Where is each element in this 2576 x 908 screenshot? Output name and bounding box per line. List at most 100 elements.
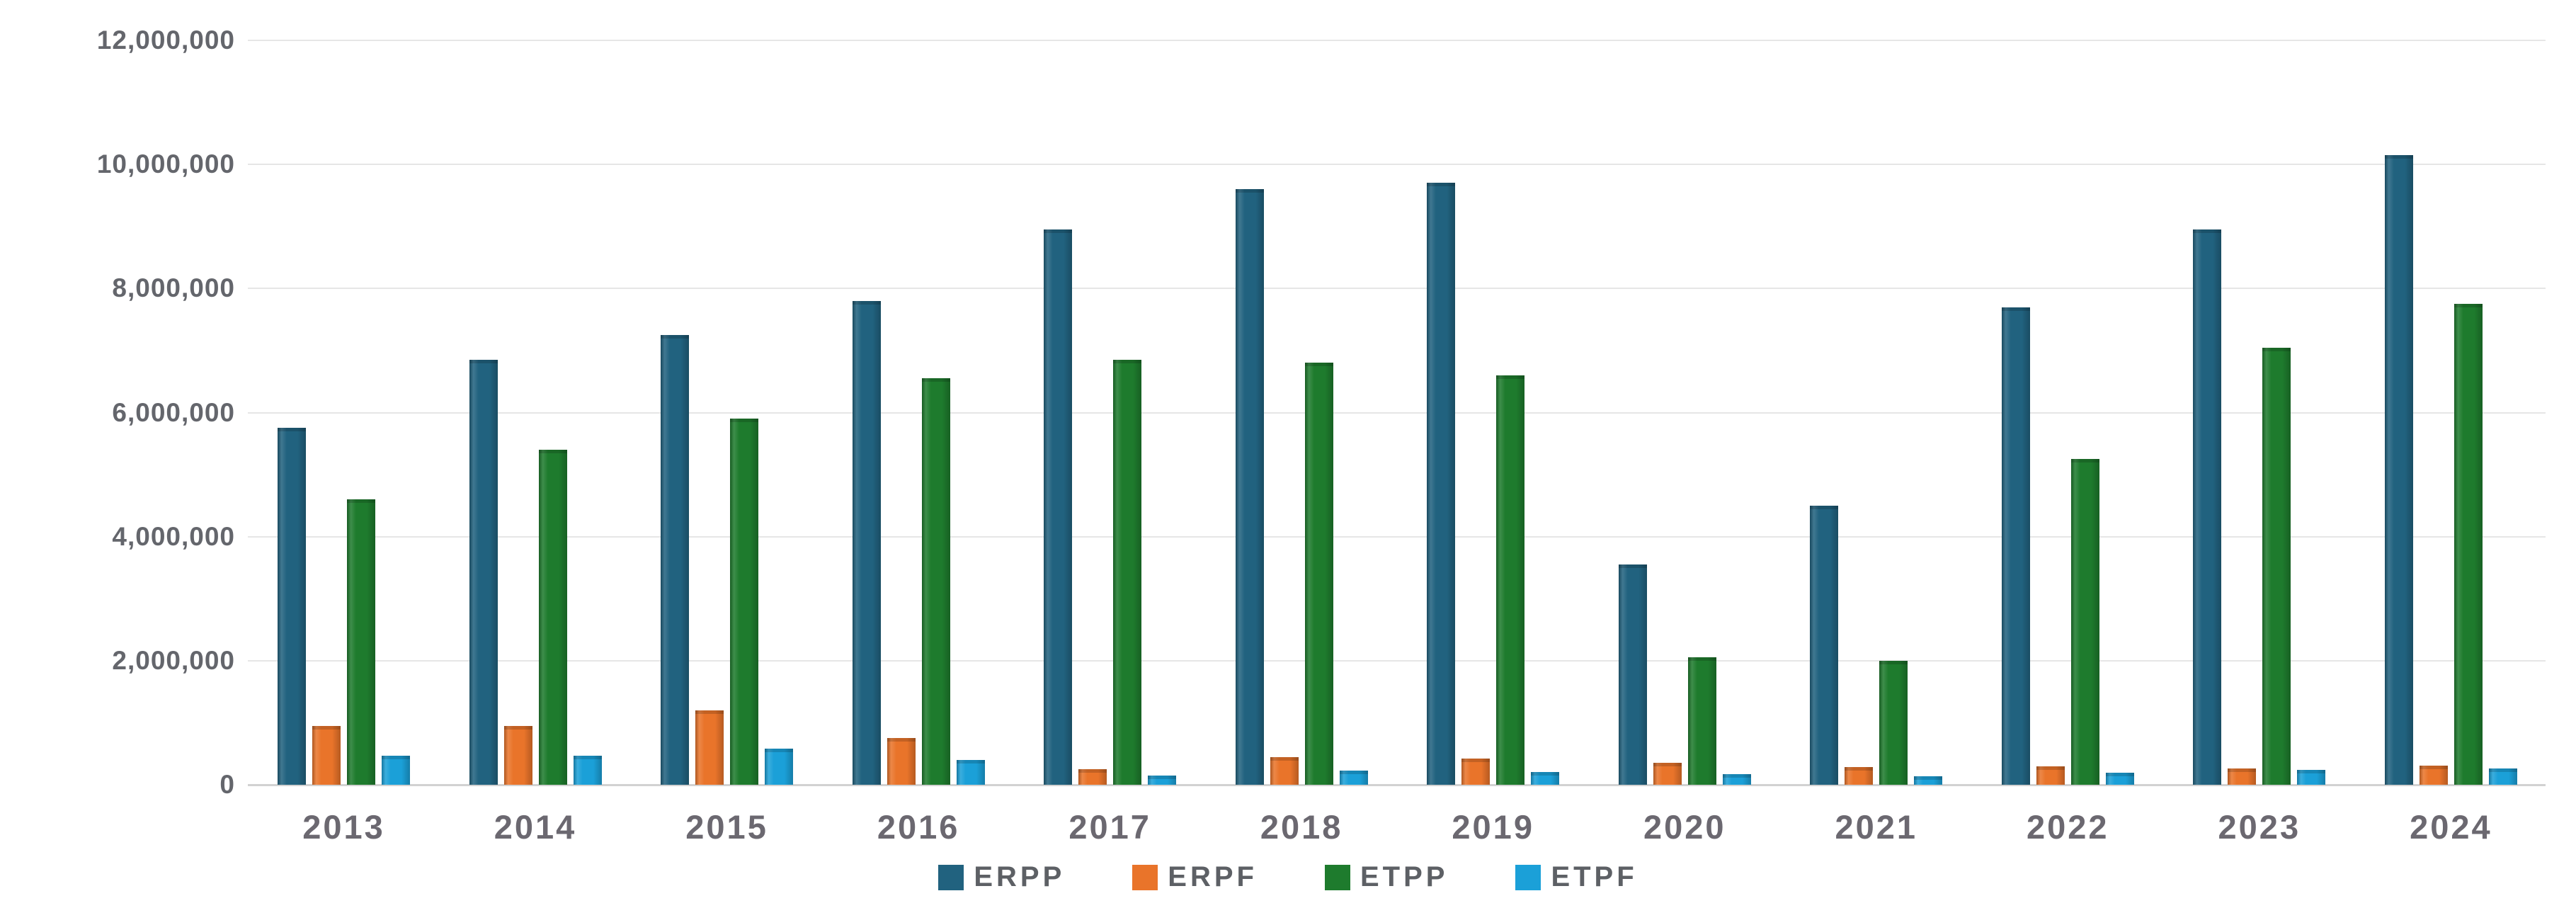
y-tick-label: 8,000,000	[112, 273, 235, 303]
bar-erpp-2015[interactable]	[661, 335, 690, 785]
bar-erpp-2018[interactable]	[1235, 189, 1264, 785]
y-tick-label: 4,000,000	[112, 521, 235, 551]
legend-item-erpf[interactable]: ERPF	[1132, 861, 1258, 893]
bar-etpp-2024[interactable]	[2454, 304, 2483, 785]
bar-etpp-2015[interactable]	[730, 419, 759, 785]
legend-item-etpp[interactable]: ETPP	[1324, 861, 1449, 893]
bar-group-2020: 2020	[1618, 40, 1751, 846]
y-tick-label: 6,000,000	[112, 397, 235, 427]
x-axis-label-2020: 2020	[1643, 808, 1726, 846]
y-tick-label: 0	[220, 770, 235, 799]
bar-etpp-2022[interactable]	[2070, 459, 2099, 785]
bar-group-2017: 2017	[1044, 40, 1177, 846]
bar-etpf-2013[interactable]	[382, 756, 410, 785]
x-axis-label-2015: 2015	[685, 808, 768, 846]
bar-erpf-2017[interactable]	[1078, 769, 1107, 785]
x-axis-label-2022: 2022	[2027, 808, 2109, 846]
gridline	[248, 535, 2546, 538]
bar-etpp-2017[interactable]	[1113, 360, 1142, 785]
bar-erpp-2021[interactable]	[1810, 506, 1839, 785]
legend-item-erpp[interactable]: ERPP	[938, 861, 1065, 893]
bar-etpp-2023[interactable]	[2262, 348, 2291, 785]
x-axis-label-2016: 2016	[877, 808, 960, 846]
legend-swatch-erpf-icon	[1132, 864, 1158, 890]
legend-label-etpp: ETPP	[1360, 861, 1449, 892]
bar-group-2023: 2023	[2193, 40, 2326, 846]
bar-erpp-2017[interactable]	[1044, 229, 1073, 785]
x-axis-label-2017: 2017	[1068, 808, 1151, 846]
bar-groups: 2013 2014 2015 2016 2017 2018 2019 2020 2021 2022…	[278, 40, 2517, 846]
bar-etpf-2018[interactable]	[1339, 771, 1368, 785]
x-axis-label-2014: 2014	[494, 808, 577, 846]
x-axis-label-2021: 2021	[1835, 808, 1918, 846]
bar-etpf-2023[interactable]	[2297, 770, 2326, 785]
bar-erpp-2020[interactable]	[1618, 564, 1647, 785]
bar-group-2019: 2019	[1427, 40, 1560, 846]
bar-etpf-2015[interactable]	[765, 749, 794, 785]
gridline	[248, 40, 2546, 41]
bar-erpf-2014[interactable]	[503, 726, 532, 785]
bar-erpf-2016[interactable]	[887, 738, 916, 785]
bar-etpf-2022[interactable]	[2105, 773, 2134, 785]
bar-erpp-2014[interactable]	[469, 360, 498, 785]
legend-swatch-etpp-icon	[1324, 864, 1350, 890]
gridline	[248, 659, 2546, 662]
bar-etpp-2019[interactable]	[1496, 375, 1525, 785]
x-axis-line	[248, 784, 2546, 786]
x-axis-label-2013: 2013	[302, 808, 385, 846]
bar-group-2018: 2018	[1235, 40, 1368, 846]
legend-swatch-erpp-icon	[938, 864, 964, 890]
legend-item-etpf[interactable]: ETPF	[1515, 861, 1637, 893]
y-tick-label: 12,000,000	[96, 25, 235, 55]
bar-group-2016: 2016	[852, 40, 985, 846]
x-axis-label-2024: 2024	[2410, 808, 2492, 846]
legend-label-etpf: ETPF	[1551, 861, 1638, 892]
bar-etpp-2013[interactable]	[347, 499, 375, 785]
bar-etpp-2016[interactable]	[921, 378, 950, 785]
legend-label-erpf: ERPF	[1168, 861, 1258, 892]
bar-group-2013: 2013	[278, 40, 410, 846]
bar-etpp-2020[interactable]	[1687, 657, 1716, 785]
bar-group-2022: 2022	[2001, 40, 2134, 846]
bar-etpf-2024[interactable]	[2488, 768, 2517, 785]
bar-erpf-2020[interactable]	[1653, 763, 1682, 785]
bar-etpp-2014[interactable]	[538, 450, 567, 785]
x-axis-label-2019: 2019	[1452, 808, 1534, 846]
bar-erpp-2022[interactable]	[2001, 307, 2030, 785]
y-tick-label: 10,000,000	[96, 149, 235, 179]
bar-group-2021: 2021	[1810, 40, 1943, 846]
gridline	[248, 164, 2546, 166]
bar-etpp-2018[interactable]	[1304, 363, 1333, 785]
bar-erpf-2022[interactable]	[2036, 766, 2065, 785]
legend-label-erpp: ERPP	[974, 861, 1066, 892]
bar-erpf-2018[interactable]	[1270, 757, 1299, 785]
bar-erpf-2019[interactable]	[1461, 759, 1491, 785]
gridline	[248, 288, 2546, 290]
bar-etpf-2017[interactable]	[1148, 776, 1177, 785]
bar-erpp-2019[interactable]	[1427, 183, 1456, 785]
bar-group-2014: 2014	[469, 40, 602, 846]
bar-erpf-2013[interactable]	[312, 726, 341, 785]
legend-swatch-etpf-icon	[1515, 864, 1541, 890]
bar-etpf-2014[interactable]	[573, 756, 602, 785]
bar-etpf-2020[interactable]	[1722, 774, 1751, 785]
bar-erpp-2016[interactable]	[852, 301, 881, 785]
bar-etpf-2021[interactable]	[1914, 776, 1943, 785]
bar-group-2015: 2015	[661, 40, 794, 846]
bar-erpp-2023[interactable]	[2193, 229, 2222, 785]
x-axis-label-2018: 2018	[1260, 808, 1343, 846]
bar-group-2024: 2024	[2384, 40, 2517, 846]
bar-erpp-2024[interactable]	[2384, 155, 2413, 785]
bar-erpf-2023[interactable]	[2228, 768, 2257, 785]
bar-erpf-2024[interactable]	[2419, 766, 2448, 785]
bar-erpf-2021[interactable]	[1845, 767, 1874, 785]
legend: ERPP ERPF ETPP ETPF	[0, 861, 2576, 893]
y-tick-label: 2,000,000	[112, 645, 235, 675]
gridline	[248, 412, 2546, 414]
bar-etpf-2016[interactable]	[956, 760, 985, 785]
bar-erpp-2013[interactable]	[278, 428, 306, 785]
bar-etpf-2019[interactable]	[1531, 772, 1560, 785]
bar-erpf-2015[interactable]	[695, 710, 724, 785]
bar-etpp-2021[interactable]	[1879, 661, 1908, 785]
